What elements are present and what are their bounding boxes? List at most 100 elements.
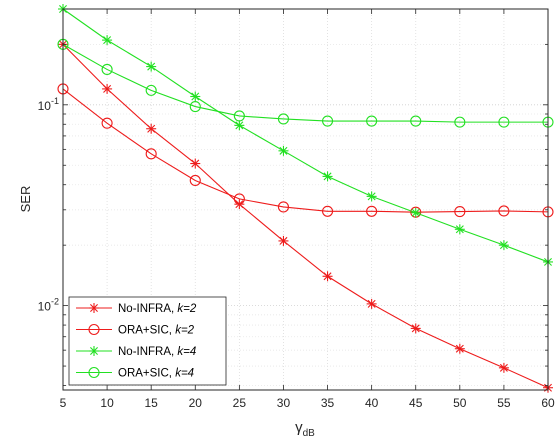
- star-stroke: [191, 92, 200, 101]
- star-marker: [190, 91, 201, 102]
- x-tick-label: 40: [365, 396, 379, 410]
- star-marker: [278, 145, 289, 156]
- circle-marker: [101, 63, 113, 75]
- star-stroke: [90, 304, 98, 312]
- legend-item: ORA+SIC, k=2: [76, 323, 195, 337]
- star-stroke: [147, 62, 156, 71]
- legend-item: ORA+SIC, k=4: [76, 366, 194, 380]
- x-tick-label: 20: [189, 396, 203, 410]
- star-stroke: [147, 124, 156, 133]
- circle-marker: [101, 117, 113, 129]
- star-marker: [102, 35, 113, 46]
- star-stroke: [455, 344, 464, 353]
- legend-label-k: k=4: [175, 368, 194, 380]
- star-marker: [146, 123, 157, 134]
- circle-marker: [321, 205, 334, 217]
- x-axis-label-subscript: dB: [303, 428, 316, 439]
- circle-marker: [366, 115, 378, 127]
- star-stroke: [499, 363, 508, 372]
- star-marker: [410, 207, 421, 218]
- legend-label-name: ORA+SIC,: [118, 368, 175, 380]
- x-tick-label: 30: [277, 396, 291, 410]
- star-stroke: [367, 192, 376, 201]
- series-line: [62, 43, 549, 389]
- legend-label-k: k=4: [177, 346, 196, 358]
- circle-marker: [498, 116, 510, 128]
- x-tick-label: 15: [145, 396, 159, 410]
- y-tick-label: 10-2: [38, 297, 59, 314]
- legend-label: ORA+SIC, k=2: [118, 325, 195, 337]
- star-marker: [454, 343, 465, 354]
- star-stroke: [103, 36, 112, 45]
- legend-marker: [88, 366, 100, 379]
- star-stroke: [323, 272, 332, 281]
- axes-box: [62, 8, 549, 391]
- star-stroke: [323, 172, 332, 181]
- x-axis-label-symbol: γ: [295, 419, 303, 436]
- circle-marker: [145, 148, 157, 160]
- x-tick-label: 25: [233, 396, 247, 410]
- legend-label-k: k=2: [175, 325, 194, 337]
- star-marker: [190, 158, 201, 169]
- x-tick-label: 10: [100, 396, 114, 410]
- star-marker: [322, 271, 333, 282]
- circle-marker: [189, 101, 201, 113]
- star-marker: [278, 235, 289, 246]
- star-stroke: [103, 84, 112, 93]
- star-stroke: [191, 159, 200, 168]
- legend-marker: [89, 303, 99, 313]
- series-line: [62, 43, 548, 123]
- star-stroke: [235, 121, 244, 130]
- y-tick-label: 10-1: [38, 96, 59, 113]
- star-marker: [322, 171, 333, 182]
- star-stroke: [499, 241, 508, 250]
- star-stroke: [455, 225, 464, 234]
- tick-marks: [62, 9, 549, 390]
- legend-marker: [89, 346, 99, 356]
- circle-marker: [277, 113, 290, 125]
- series-0: [58, 39, 553, 393]
- circle-marker: [454, 206, 466, 218]
- circle-marker: [233, 110, 245, 122]
- legend-marker: [88, 323, 100, 336]
- star-marker: [410, 323, 421, 334]
- x-tick-label: 35: [321, 396, 335, 410]
- star-stroke: [367, 299, 376, 308]
- legend-box: [68, 296, 227, 386]
- y-axis-label: SER: [18, 186, 33, 213]
- legend-label-k: k=2: [177, 303, 196, 315]
- circle-marker: [145, 84, 157, 96]
- circle-marker: [498, 205, 510, 217]
- x-tick-label: 55: [497, 396, 511, 410]
- star-marker: [454, 224, 465, 235]
- legend-label: ORA+SIC, k=4: [118, 368, 194, 380]
- x-tick-label: 45: [409, 396, 423, 410]
- star-stroke: [411, 324, 420, 333]
- star-marker: [366, 298, 377, 309]
- x-axis-label: γdB: [295, 419, 315, 439]
- legend-label-name: ORA+SIC,: [118, 325, 175, 337]
- x-tick-label: 60: [541, 396, 555, 410]
- circle-marker: [321, 115, 334, 127]
- x-tick-label: 5: [60, 396, 67, 410]
- star-marker: [102, 83, 113, 94]
- circle-marker: [366, 205, 378, 217]
- legend-label: No-INFRA, k=2: [118, 303, 197, 315]
- star-marker: [366, 191, 377, 202]
- legend-item: No-INFRA, k=4: [76, 346, 196, 358]
- star-marker: [498, 362, 509, 373]
- y-tick-label-base: 10: [38, 300, 52, 314]
- star-stroke: [279, 146, 288, 155]
- star-marker: [234, 120, 245, 131]
- legend-item: No-INFRA, k=2: [76, 303, 197, 315]
- circle-marker: [410, 115, 422, 127]
- circle-marker: [233, 193, 245, 205]
- circle-marker: [454, 116, 466, 128]
- legend-label-name: No-INFRA,: [118, 346, 177, 358]
- star-stroke: [279, 236, 288, 245]
- legend-label-name: No-INFRA,: [118, 303, 177, 315]
- legend-label: No-INFRA, k=4: [118, 346, 196, 358]
- star-marker: [498, 240, 509, 251]
